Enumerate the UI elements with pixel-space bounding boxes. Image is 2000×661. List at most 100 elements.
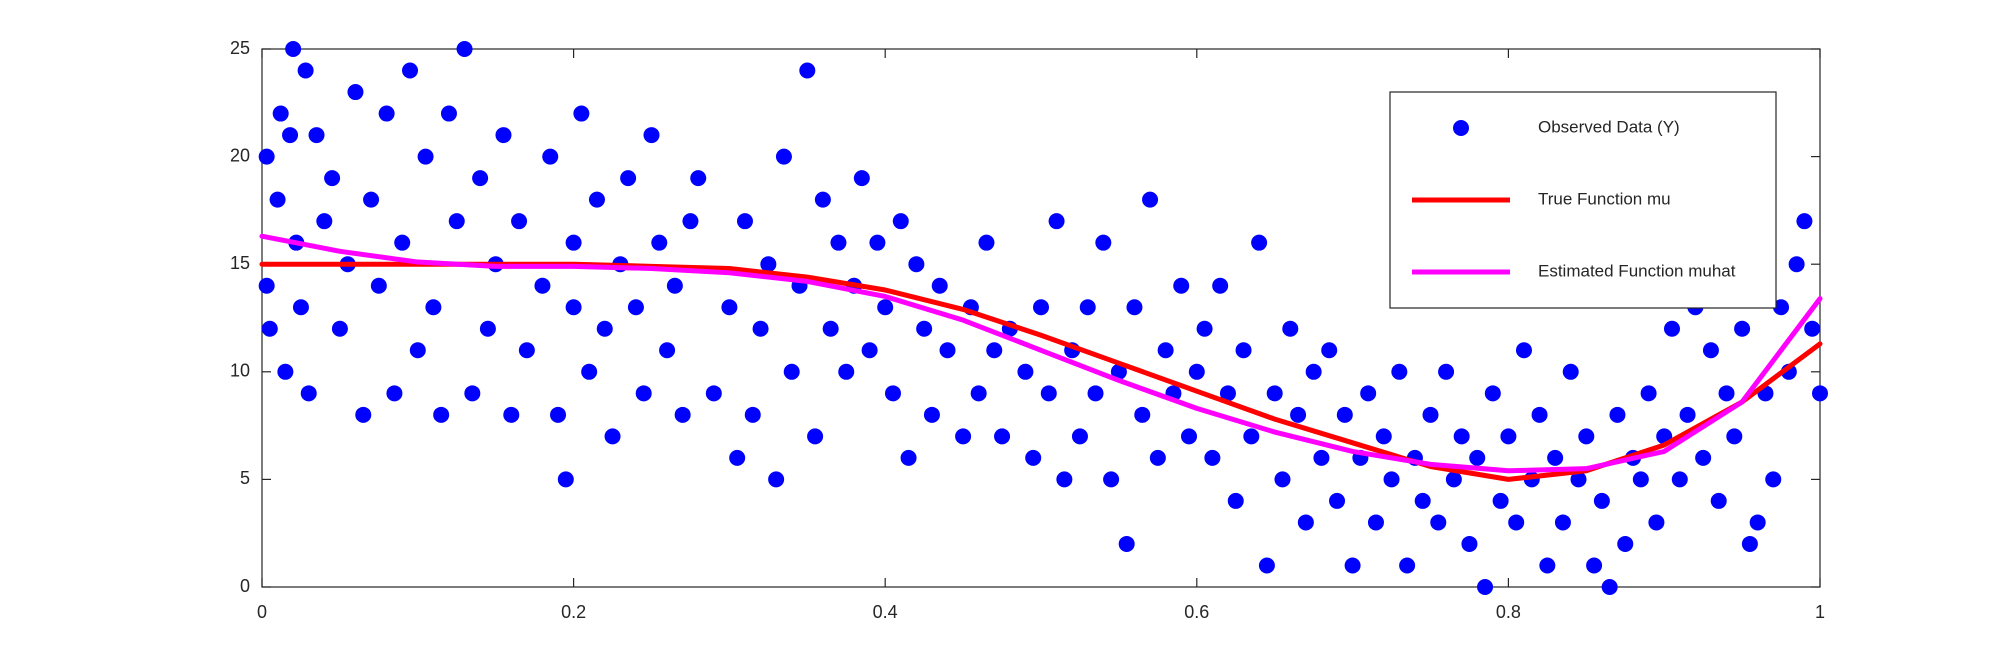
- data-point: [1321, 342, 1338, 359]
- data-point: [721, 299, 738, 316]
- data-point: [324, 170, 341, 187]
- data-point: [682, 213, 699, 230]
- data-point: [861, 342, 878, 359]
- data-point: [970, 385, 987, 402]
- data-point: [581, 363, 598, 380]
- y-tick-label: 0: [240, 576, 250, 596]
- data-point: [923, 406, 940, 423]
- data-point: [472, 170, 489, 187]
- x-tick-label: 0: [257, 602, 267, 622]
- data-point: [269, 191, 286, 208]
- data-point: [503, 406, 520, 423]
- data-point: [300, 385, 317, 402]
- data-point: [1173, 277, 1190, 294]
- data-point: [729, 449, 746, 466]
- data-point: [456, 41, 473, 57]
- data-point: [1258, 557, 1275, 574]
- data-point: [1788, 256, 1805, 273]
- x-tick-label: 0.2: [561, 602, 586, 622]
- data-point: [258, 277, 275, 294]
- data-point: [1702, 342, 1719, 359]
- data-point: [877, 299, 894, 316]
- data-point: [588, 191, 605, 208]
- data-point: [363, 191, 380, 208]
- data-point: [978, 234, 995, 251]
- data-point: [1586, 557, 1603, 574]
- data-point: [534, 277, 551, 294]
- data-point: [1749, 514, 1766, 531]
- data-point: [479, 320, 496, 337]
- data-point: [814, 191, 831, 208]
- data-point: [1266, 385, 1283, 402]
- data-point: [783, 363, 800, 380]
- data-point: [1235, 342, 1252, 359]
- data-point: [425, 299, 442, 316]
- data-point: [1344, 557, 1361, 574]
- scatter-series: [258, 41, 1828, 595]
- data-point: [892, 213, 909, 230]
- data-point: [1695, 449, 1712, 466]
- data-point: [1157, 342, 1174, 359]
- data-point: [1297, 514, 1314, 531]
- data-point: [1617, 535, 1634, 552]
- data-point: [440, 105, 457, 122]
- data-point: [690, 170, 707, 187]
- data-point: [370, 277, 387, 294]
- data-point: [1562, 363, 1579, 380]
- data-point: [931, 277, 948, 294]
- data-point: [768, 471, 785, 488]
- data-point: [1539, 557, 1556, 574]
- data-point: [838, 363, 855, 380]
- data-point: [869, 234, 886, 251]
- data-point: [1118, 535, 1135, 552]
- data-point: [822, 320, 839, 337]
- x-tick-label: 0.4: [873, 602, 898, 622]
- data-point: [1710, 492, 1727, 509]
- data-point: [1391, 363, 1408, 380]
- data-point: [542, 148, 559, 165]
- data-point: [1219, 385, 1236, 402]
- legend-label: Observed Data (Y): [1538, 117, 1680, 136]
- data-point: [1040, 385, 1057, 402]
- x-tick-label: 0.8: [1496, 602, 1521, 622]
- data-point: [355, 406, 372, 423]
- data-point: [1290, 406, 1307, 423]
- y-tick-label: 5: [240, 468, 250, 488]
- data-point: [1251, 234, 1268, 251]
- y-tick-label: 20: [230, 145, 250, 165]
- data-point: [1134, 406, 1151, 423]
- data-point: [744, 406, 761, 423]
- data-point: [1477, 579, 1494, 595]
- data-point: [1741, 535, 1758, 552]
- data-point: [277, 363, 294, 380]
- legend-marker: [1453, 120, 1469, 136]
- data-point: [1484, 385, 1501, 402]
- x-tick-label: 0.6: [1184, 602, 1209, 622]
- data-point: [1149, 449, 1166, 466]
- data-point: [799, 62, 816, 79]
- data-point: [955, 428, 972, 445]
- data-point: [285, 41, 302, 57]
- data-point: [884, 385, 901, 402]
- data-point: [635, 385, 652, 402]
- data-point: [1508, 514, 1525, 531]
- data-point: [620, 170, 637, 187]
- data-point: [1056, 471, 1073, 488]
- data-point: [1461, 535, 1478, 552]
- data-point: [511, 213, 528, 230]
- data-point: [666, 277, 683, 294]
- data-point: [316, 213, 333, 230]
- data-point: [1227, 492, 1244, 509]
- data-point: [1632, 471, 1649, 488]
- data-point: [402, 62, 419, 79]
- data-point: [1103, 471, 1120, 488]
- data-point: [386, 385, 403, 402]
- y-tick-label: 10: [230, 361, 250, 381]
- data-point: [1812, 385, 1828, 402]
- data-point: [1048, 213, 1065, 230]
- data-point: [1648, 514, 1665, 531]
- data-point: [1734, 320, 1751, 337]
- data-point: [331, 320, 348, 337]
- data-point: [1492, 492, 1509, 509]
